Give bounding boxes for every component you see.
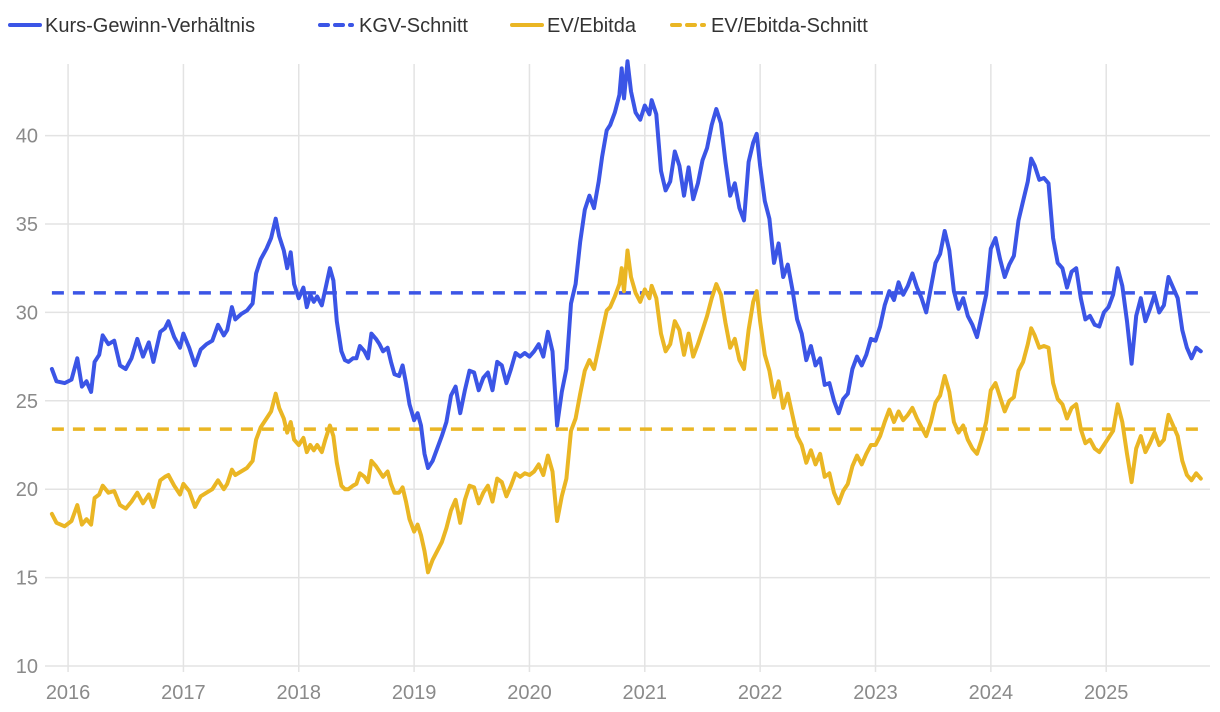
x-axis: 2016 2017 2018 2019 2020 2021 2022 2023 2024 2025 — [46, 682, 1129, 704]
legend-label-kgv: Kurs-Gewinn-Verhältnis — [45, 15, 255, 37]
x-tick-label: 2023 — [853, 682, 898, 704]
legend-item-ev-ebitda[interactable]: EV/Ebitda — [510, 15, 637, 37]
y-axis: 10 15 20 25 30 35 40 — [16, 126, 38, 678]
y-tick-label: 25 — [16, 391, 38, 413]
legend-label-ev-ebitda-schnitt: EV/Ebitda-Schnitt — [711, 15, 868, 37]
legend-label-kgv-schnitt: KGV-Schnitt — [359, 15, 468, 37]
x-tick-label: 2022 — [738, 682, 783, 704]
x-tick-label: 2017 — [161, 682, 206, 704]
x-tick-label: 2019 — [392, 682, 437, 704]
y-tick-label: 30 — [16, 302, 38, 324]
x-tick-label: 2020 — [507, 682, 552, 704]
y-tick-label: 35 — [16, 214, 38, 236]
y-tick-label: 10 — [16, 656, 38, 678]
x-tick-label: 2018 — [277, 682, 322, 704]
series-layer — [49, 59, 1203, 575]
y-tick-label: 15 — [16, 568, 38, 590]
legend-item-kgv[interactable]: Kurs-Gewinn-Verhältnis — [8, 15, 255, 37]
y-tick-label: 20 — [16, 479, 38, 501]
legend-item-ev-ebitda-schnitt[interactable]: EV/Ebitda-Schnitt — [670, 15, 868, 37]
x-tick-label: 2024 — [969, 682, 1014, 704]
y-tick-label: 40 — [16, 126, 38, 148]
horizontal-gridlines — [45, 134, 1210, 667]
ev-ebitda-line — [49, 248, 1203, 575]
legend-label-ev-ebitda: EV/Ebitda — [547, 15, 637, 37]
legend-item-kgv-schnitt[interactable]: KGV-Schnitt — [318, 15, 468, 37]
x-tick-label: 2016 — [46, 682, 91, 704]
x-tick-label: 2025 — [1084, 682, 1129, 704]
x-tick-label: 2021 — [623, 682, 668, 704]
kgv-line — [49, 59, 1203, 470]
legend: Kurs-Gewinn-Verhältnis KGV-Schnitt EV/Eb… — [8, 15, 868, 37]
